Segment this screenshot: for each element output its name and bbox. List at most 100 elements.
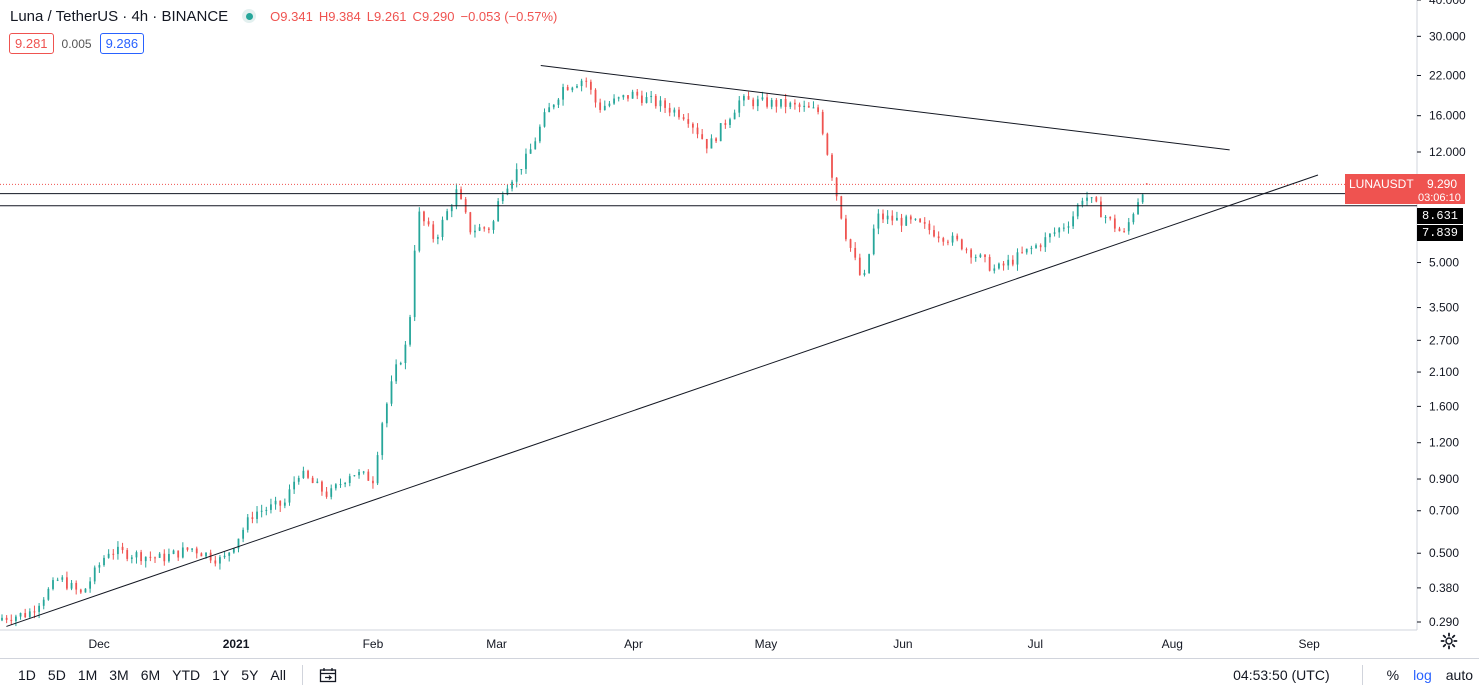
- price-axis-label: 3.500: [1429, 301, 1459, 315]
- candle-body: [265, 509, 268, 511]
- buy-price[interactable]: 9.286: [99, 33, 145, 54]
- candle-body: [270, 504, 272, 510]
- candle-body: [33, 611, 36, 613]
- price-axis-label: 16.000: [1429, 109, 1466, 123]
- candle-body: [121, 546, 124, 551]
- candle-body: [933, 230, 935, 237]
- legend-close: C9.290: [412, 8, 455, 24]
- candle-body: [311, 477, 314, 484]
- candle-body: [79, 589, 82, 593]
- price-axis-label: 40.000: [1429, 0, 1466, 7]
- candle-body: [798, 104, 801, 108]
- candle-body: [742, 96, 745, 101]
- price-axis-label: 0.700: [1429, 504, 1459, 518]
- candle-body: [511, 181, 513, 189]
- candle-body: [613, 98, 615, 104]
- candle-body: [376, 455, 379, 484]
- candle-body: [288, 489, 291, 503]
- candle-body: [1141, 194, 1144, 203]
- candle-body: [589, 81, 592, 90]
- candle-body: [455, 189, 458, 207]
- candle-body: [724, 123, 727, 125]
- percent-scale-toggle[interactable]: %: [1386, 667, 1400, 683]
- candle-body: [780, 99, 782, 107]
- range-1y[interactable]: 1Y: [212, 667, 230, 683]
- candle-body: [970, 249, 973, 258]
- candle-body: [177, 550, 180, 558]
- candle-body: [228, 552, 231, 556]
- candle-body: [274, 500, 277, 505]
- candle-body: [761, 97, 764, 100]
- candle-body: [163, 553, 166, 562]
- price-axis-label: 0.380: [1429, 581, 1459, 595]
- candle-body: [928, 223, 931, 231]
- candle-body: [525, 153, 527, 170]
- time-axis-label: Jul: [1028, 637, 1043, 651]
- candle-body: [562, 87, 564, 100]
- sell-price[interactable]: 9.281: [9, 33, 54, 54]
- candle-body: [794, 102, 796, 105]
- change-value: −0.053 (−0.57%): [460, 8, 558, 24]
- candle-body: [1021, 252, 1024, 254]
- candle-body: [538, 126, 541, 142]
- candle-body: [325, 491, 328, 497]
- candle-body: [947, 241, 949, 243]
- candle-body: [664, 100, 666, 108]
- low-value: 9.261: [374, 8, 407, 24]
- candle-body: [24, 613, 27, 618]
- range-5d[interactable]: 5D: [47, 667, 66, 683]
- candle-body: [705, 138, 708, 149]
- candle-body: [112, 553, 115, 555]
- log-scale-toggle[interactable]: log: [1413, 667, 1432, 683]
- candle-body: [627, 95, 629, 99]
- time-axis-label: May: [755, 637, 778, 651]
- candle-body: [474, 230, 476, 233]
- candle-body: [372, 480, 374, 484]
- candle-body: [1049, 233, 1051, 238]
- date-range-icon[interactable]: [319, 667, 337, 683]
- auto-scale-toggle[interactable]: auto: [1445, 667, 1473, 683]
- range-1d[interactable]: 1D: [18, 667, 36, 683]
- candle-body: [399, 363, 402, 365]
- candle-body: [191, 548, 194, 550]
- candle-body: [580, 80, 583, 87]
- candle-body: [821, 111, 824, 134]
- candle-body: [923, 222, 926, 224]
- candle-body: [154, 557, 156, 559]
- candle-body: [826, 133, 829, 155]
- candle-body: [205, 552, 207, 557]
- range-3m[interactable]: 3M: [109, 667, 129, 683]
- range-1m[interactable]: 1M: [77, 667, 98, 683]
- utc-clock[interactable]: 04:53:50 (UTC): [1233, 667, 1330, 683]
- candle-body: [232, 548, 235, 553]
- range-all[interactable]: All: [270, 667, 286, 683]
- candle-body: [409, 317, 411, 345]
- candle-body: [1100, 201, 1102, 218]
- range-5y[interactable]: 5Y: [241, 667, 259, 683]
- candle-body: [223, 555, 226, 558]
- candle-body: [293, 481, 296, 490]
- range-ytd[interactable]: YTD: [172, 667, 201, 683]
- candle-body: [390, 381, 393, 404]
- time-axis-label: 2021: [223, 637, 250, 651]
- candle-body: [186, 547, 189, 550]
- candle-body: [358, 471, 360, 476]
- price-axis-label: 1.600: [1429, 399, 1459, 413]
- candle-body: [747, 96, 750, 100]
- candle-body: [181, 547, 184, 558]
- candle-body: [200, 553, 203, 557]
- ticker-label: LUNAUSDT: [1349, 177, 1414, 191]
- symbol-title[interactable]: Luna / TetherUS · 4h · BINANCE: [10, 7, 229, 25]
- range-6m[interactable]: 6M: [140, 667, 161, 683]
- candle-body: [19, 613, 22, 617]
- hline-label-lower: 7.839: [1417, 225, 1463, 241]
- price-axis-label: 0.290: [1429, 615, 1459, 629]
- settings-gear-icon[interactable]: [1440, 632, 1458, 650]
- candle-body: [158, 553, 161, 558]
- candle-body: [483, 227, 486, 229]
- candle-body: [302, 470, 305, 478]
- bar-countdown: 03:06:10: [1418, 192, 1461, 204]
- candle-body: [854, 247, 857, 258]
- candle-body: [1030, 247, 1033, 249]
